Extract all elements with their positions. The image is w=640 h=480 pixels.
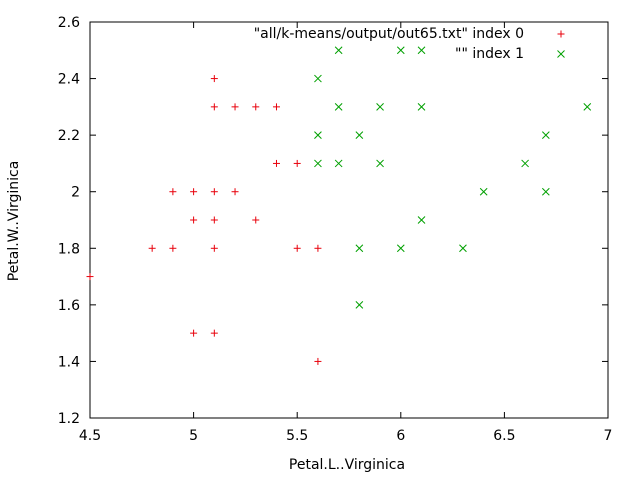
y-tick-label: 1.2: [58, 411, 80, 427]
data-points: [86, 46, 592, 365]
data-point-series-1: [417, 46, 426, 55]
data-point-series-0: [190, 329, 198, 337]
data-point-series-0: [293, 159, 301, 167]
legend-label-series-0: "all/k-means/output/out65.txt" index 0: [254, 26, 524, 42]
data-point-series-1: [355, 131, 364, 139]
y-tick-label: 1.8: [58, 241, 80, 257]
x-axis-ticks: 4.5 5 5.5 6 6.5 7: [79, 22, 613, 444]
data-point-series-0: [252, 103, 260, 111]
x-tick-label: 6: [396, 428, 405, 444]
x-axis-label: Petal.L..Virginica: [289, 457, 405, 473]
data-point-series-0: [314, 357, 322, 365]
data-point-series-0: [86, 273, 94, 281]
data-point-series-1: [314, 74, 322, 83]
data-point-series-1: [355, 301, 364, 309]
data-point-series-1: [459, 244, 467, 253]
x-tick-label: 5: [189, 428, 198, 444]
data-point-series-0: [210, 103, 218, 111]
y-tick-label: 2: [71, 185, 80, 201]
data-point-series-0: [190, 216, 198, 224]
data-point-series-0: [252, 216, 260, 224]
data-point-series-1: [417, 216, 426, 224]
y-tick-label: 1.6: [58, 298, 80, 314]
y-tick-label: 2.6: [58, 15, 80, 31]
data-point-series-1: [376, 103, 384, 111]
plot-border: [89, 21, 609, 419]
data-point-series-1: [521, 159, 529, 168]
plot-frame: [89, 21, 609, 419]
data-point-series-0: [210, 188, 218, 196]
y-tick-label: 1.4: [58, 354, 80, 370]
data-point-series-1: [376, 159, 384, 168]
data-point-series-0: [231, 103, 239, 111]
data-point-series-1: [541, 187, 550, 196]
legend-marker-series-0: [557, 30, 565, 38]
data-point-series-0: [293, 244, 301, 252]
data-point-series-1: [396, 244, 405, 253]
y-axis-ticks: 1.2 1.4 1.6 1.8 2 2.2 2.4 2.6: [58, 15, 608, 427]
data-point-series-0: [231, 188, 239, 196]
y-tick-label: 2.4: [58, 72, 80, 88]
data-point-series-1: [314, 131, 322, 139]
data-point-series-0: [314, 244, 322, 252]
data-point-series-0: [169, 244, 177, 252]
data-point-series-0: [169, 188, 177, 196]
x-tick-label: 5.5: [286, 428, 308, 444]
data-point-series-0: [210, 244, 218, 252]
data-point-series-1: [334, 159, 343, 168]
y-axis-label: Petal.W..Virginica: [6, 161, 22, 282]
data-point-series-0: [210, 216, 218, 224]
data-point-series-0: [210, 75, 218, 83]
data-point-series-0: [210, 329, 218, 337]
data-point-series-1: [334, 103, 343, 111]
data-point-series-1: [355, 244, 364, 253]
x-tick-label: 6.5: [493, 428, 515, 444]
data-point-series-0: [272, 159, 280, 167]
data-point-series-0: [148, 244, 156, 252]
data-point-series-0: [272, 103, 280, 111]
data-point-series-1: [314, 159, 322, 168]
y-tick-label: 2.2: [58, 128, 80, 144]
legend-marker-series-1: [557, 50, 565, 58]
x-tick-label: 4.5: [79, 428, 101, 444]
data-point-series-1: [417, 103, 426, 111]
data-point-series-0: [190, 188, 198, 196]
data-point-series-1: [334, 46, 343, 55]
data-point-series-1: [583, 103, 592, 111]
legend-label-series-1: "" index 1: [455, 46, 524, 62]
x-tick-label: 7: [604, 428, 613, 444]
legend: "all/k-means/output/out65.txt" index 0 "…: [254, 26, 565, 62]
data-point-series-1: [541, 131, 550, 139]
data-point-series-1: [479, 187, 488, 196]
data-point-series-1: [396, 46, 405, 55]
